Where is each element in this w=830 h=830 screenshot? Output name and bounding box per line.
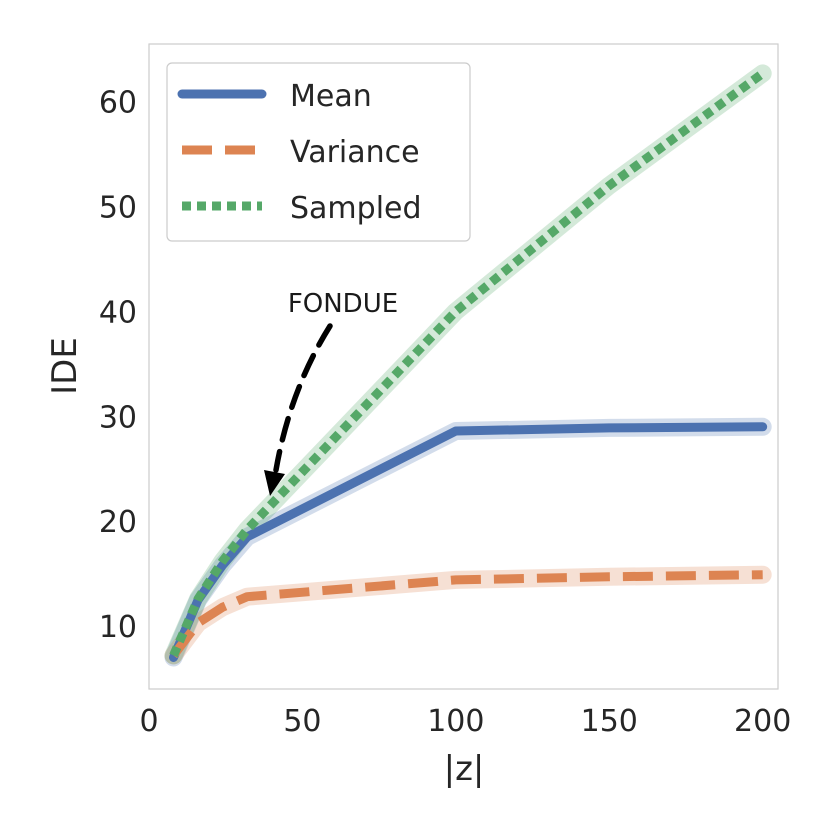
x-tick-label: 150 (581, 704, 638, 739)
legend-frame (166, 62, 471, 242)
legend-label-mean: Mean (290, 79, 372, 114)
annotation-arrow (273, 323, 333, 473)
y-tick-label: 60 (99, 86, 137, 121)
series-line-variance (169, 570, 763, 659)
y-tick-label: 50 (99, 191, 137, 226)
y-tick-labels: 10 20 30 40 50 60 (99, 86, 137, 645)
y-tick-label: 40 (99, 295, 137, 330)
legend: Mean Variance Sampled (166, 62, 471, 242)
x-axis-label: |z| (444, 749, 485, 789)
y-tick-label: 20 (99, 505, 137, 540)
x-tick-label: 0 (139, 704, 158, 739)
series-lines (169, 69, 768, 662)
legend-label-sampled: Sampled (290, 191, 422, 226)
annotation-arrowhead (264, 470, 285, 496)
series-line-sampled (169, 69, 766, 658)
y-axis-label: IDE (45, 337, 85, 395)
x-tick-label: 100 (427, 704, 484, 739)
y-tick-label: 30 (99, 400, 137, 435)
x-tick-labels: 0 50 100 150 200 (139, 704, 791, 739)
annotation: FONDUE (264, 289, 398, 496)
x-tick-label: 50 (283, 704, 321, 739)
annotation-label: FONDUE (288, 289, 398, 319)
y-tick-label: 10 (99, 610, 137, 645)
legend-label-variance: Variance (290, 135, 420, 170)
x-tick-label: 200 (734, 704, 791, 739)
